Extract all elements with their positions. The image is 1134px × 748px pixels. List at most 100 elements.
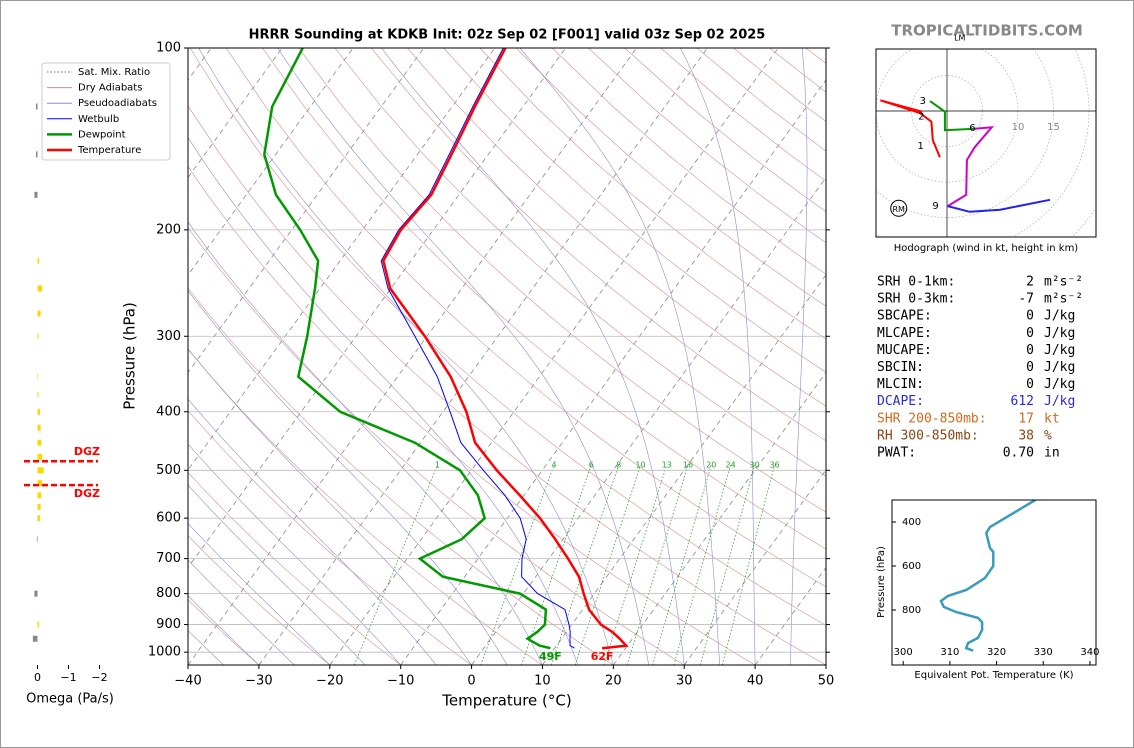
isotherm — [400, 79, 826, 665]
omega-bar — [37, 408, 40, 415]
dry-adiabat — [188, 599, 260, 665]
pseudoadiabat — [188, 484, 366, 665]
pseudoadiabat — [277, 48, 650, 665]
stat-value: 0 — [1026, 377, 1034, 392]
stat-unit: % — [1044, 428, 1052, 443]
y-tick-label: 500 — [156, 463, 181, 478]
height-label: 3 — [920, 96, 926, 107]
y-tick-label: 100 — [156, 41, 181, 56]
surface-label: 49F — [539, 650, 562, 663]
mixing-ratio-line — [699, 464, 756, 665]
stat-label: SBCIN: — [877, 360, 924, 375]
x-tick-label: 20 — [605, 674, 622, 689]
pseudoadiabat — [188, 559, 295, 665]
x-tick-label: 330 — [1034, 647, 1053, 658]
chart-title: HRRR Sounding at KDKB Init: 02z Sep 02 [… — [249, 28, 766, 43]
y-tick-label: 1000 — [148, 645, 181, 660]
stat-value: 0 — [1026, 309, 1034, 324]
stat-unit: J/kg — [1044, 343, 1075, 358]
mixing-ratio-label: 4 — [551, 461, 556, 470]
stat-unit: J/kg — [1044, 394, 1075, 409]
profile-line — [381, 48, 629, 650]
x-tick-label: −10 — [387, 674, 414, 689]
omega-bar — [37, 515, 40, 522]
y-tick-label: 400 — [902, 517, 921, 528]
mixing-ratio-label: 1 — [435, 461, 440, 470]
mixing-ratio-line — [574, 464, 641, 665]
theta-e-line — [939, 500, 1036, 652]
stat-label: SRH 0-1km: — [877, 275, 955, 290]
stat-value: 0.70 — [1003, 446, 1034, 461]
omega-bar — [37, 439, 42, 446]
pseudoadiabat — [188, 595, 260, 665]
x-tick-label: 40 — [747, 674, 764, 689]
pseudoadiabat — [188, 290, 508, 665]
pseudoadiabat — [188, 348, 472, 665]
profile-line — [380, 48, 575, 649]
mixing-ratio-label: 24 — [725, 461, 735, 470]
legend-label: Dewpoint — [78, 129, 126, 140]
omega-bar — [37, 310, 41, 317]
dgz-label: DGZ — [74, 445, 100, 458]
hodo-trace — [929, 100, 975, 132]
stat-unit: m²s⁻² — [1044, 292, 1083, 307]
omega-bar — [36, 536, 38, 543]
x-tick-label: −30 — [245, 674, 272, 689]
pseudoadiabat — [381, 48, 685, 665]
stat-unit: J/kg — [1044, 309, 1075, 324]
pseudoadiabat — [790, 48, 808, 665]
stat-value: 0 — [1026, 343, 1034, 358]
omega-bar — [37, 391, 39, 398]
height-label: 1 — [917, 141, 923, 152]
mixing-ratio-label: 30 — [750, 461, 760, 470]
y-tick-label: 400 — [156, 404, 181, 419]
dry-adiabat — [188, 348, 543, 665]
dry-adiabat — [188, 227, 685, 665]
y-tick-label: 800 — [156, 586, 181, 601]
isotherm — [188, 48, 566, 569]
isotherm — [258, 48, 708, 665]
height-label: 6 — [969, 123, 975, 134]
x-tick-label: −40 — [174, 674, 201, 689]
y-tick-label: 600 — [902, 561, 921, 572]
omega-bar — [32, 635, 38, 642]
x-tick-label: 30 — [676, 674, 693, 689]
dry-adiabat — [188, 535, 330, 665]
hodo-frame — [875, 48, 1097, 238]
x-tick-label: 10 — [534, 674, 551, 689]
pseudoadiabat — [188, 398, 437, 665]
y-tick-label: 800 — [902, 605, 921, 616]
stat-label: SHR 200-850mb: — [877, 411, 987, 426]
stat-label: SBCAPE: — [877, 309, 932, 324]
pseudoadiabat — [679, 48, 756, 665]
pseudoadiabat — [198, 48, 614, 665]
mixing-ratio-line — [353, 464, 438, 665]
dry-adiabat — [226, 48, 826, 588]
x-tick-label: 50 — [818, 674, 835, 689]
isotherm — [613, 371, 826, 665]
y-tick-label: 600 — [156, 511, 181, 526]
stat-unit: m²s⁻² — [1044, 275, 1083, 290]
stat-value: 612 — [1011, 394, 1034, 409]
y-tick-label: 900 — [156, 617, 181, 632]
dry-adiabat — [443, 48, 826, 373]
height-label: 2 — [918, 112, 924, 123]
dry-adiabat — [188, 410, 472, 665]
theta-e-plot — [939, 500, 1036, 652]
hodograph-plot: 10 15 1 2 3 6 9 RM — [876, 49, 1096, 237]
mixing-ratio-line — [721, 464, 775, 665]
omega-bar — [37, 333, 39, 340]
omega-bar — [37, 285, 43, 292]
omega-bar — [34, 590, 38, 597]
omega-bar — [37, 424, 41, 431]
mixing-ratio-line — [520, 464, 592, 665]
stat-value: 38 — [1018, 428, 1034, 443]
x-tick-label: −2 — [91, 671, 107, 684]
omega-bar — [37, 621, 40, 628]
y-tick-label: 700 — [156, 551, 181, 566]
y-axis-label: Pressure (hPa) — [121, 302, 139, 410]
stat-value: 2 — [1026, 275, 1034, 290]
mixing-ratio-line — [480, 464, 555, 665]
omega-bar — [37, 373, 39, 380]
